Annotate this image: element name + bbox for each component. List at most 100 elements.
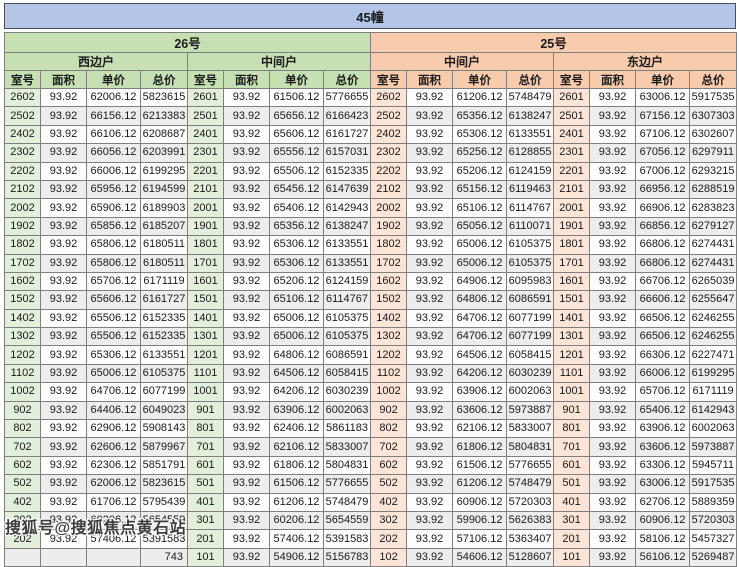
unit-price-cell: 61806.12 xyxy=(452,437,508,457)
area-cell: 93.92 xyxy=(40,124,87,145)
room-cell: 2602 xyxy=(4,87,41,108)
total-price-cell: 6157031 xyxy=(322,143,372,163)
table-row: 402 93.92 61706.12 5795439 401 93.92 61206.12 5… xyxy=(4,492,738,512)
total-price-cell: 6171119 xyxy=(689,382,738,402)
unit-price-cell: 65106.12 xyxy=(452,198,508,218)
area-cell: 93.92 xyxy=(40,143,87,163)
room-cell: 301 xyxy=(553,510,591,531)
column-header-area: 面积 xyxy=(40,70,87,89)
table-row: 2302 93.92 66056.12 6203991 2301 93.92 65556.1… xyxy=(4,143,738,163)
unit-price-cell: 67056.12 xyxy=(635,143,691,163)
unit-price-cell: 63906.12 xyxy=(452,382,508,402)
unit-price-cell: 66106.12 xyxy=(86,124,141,145)
room-cell: 1402 xyxy=(370,308,408,329)
area-cell: 93.92 xyxy=(406,87,454,108)
total-price-cell: 5654559 xyxy=(322,510,372,531)
table-row: 1102 93.92 65006.12 6105375 1101 93.92 64506.1… xyxy=(4,363,738,384)
area-cell: 93.92 xyxy=(223,143,270,163)
room-cell: 2201 xyxy=(187,161,224,181)
unit-price-cell: 54606.12 xyxy=(452,547,508,567)
total-price-cell: 6002063 xyxy=(506,382,555,402)
unit-price-cell: 66806.12 xyxy=(635,235,691,255)
area-cell: 93.92 xyxy=(223,327,270,347)
room-cell: 402 xyxy=(4,492,41,512)
room-cell: 701 xyxy=(553,437,591,457)
unit-price-cell: 65506.12 xyxy=(269,161,324,181)
area-cell: 93.92 xyxy=(406,235,454,255)
room-cell: 401 xyxy=(187,492,224,512)
area-cell: 93.92 xyxy=(223,345,270,365)
area-cell: 93.92 xyxy=(40,87,87,108)
total-price-cell: 6119463 xyxy=(506,179,555,200)
area-cell: 93.92 xyxy=(40,271,87,292)
unit-price-cell: 65056.12 xyxy=(452,216,508,237)
total-price-cell: 5973887 xyxy=(506,400,555,421)
unit-price-cell: 58106.12 xyxy=(635,529,691,549)
unit-price-cell: 67106.12 xyxy=(635,124,691,145)
total-price-cell: 6002063 xyxy=(689,419,738,439)
total-price-cell: 6302607 xyxy=(689,124,738,145)
area-cell: 93.92 xyxy=(406,290,454,310)
total-price-cell: 6208687 xyxy=(140,124,188,145)
room-cell: 101 xyxy=(553,547,591,567)
room-cell: 2602 xyxy=(370,87,408,108)
room-cell: 102 xyxy=(370,547,408,567)
unit-price-cell: 62706.12 xyxy=(635,492,691,512)
area-cell: 93.92 xyxy=(223,492,270,512)
area-cell: 93.92 xyxy=(589,271,637,292)
unit-price-cell: 61506.12 xyxy=(269,87,324,108)
area-cell: 93.92 xyxy=(589,143,637,163)
total-price-cell: 5720303 xyxy=(689,510,738,531)
total-price-cell: 6049023 xyxy=(140,400,188,421)
total-price-cell: 5626383 xyxy=(506,510,555,531)
room-cell: 1401 xyxy=(187,308,224,329)
total-price-cell: 5917535 xyxy=(689,87,738,108)
unit-price-cell: 65156.12 xyxy=(452,179,508,200)
room-cell: 2101 xyxy=(187,179,224,200)
room-cell: 501 xyxy=(553,474,591,494)
unit-price-cell: 62606.12 xyxy=(86,437,141,457)
area-cell: 93.92 xyxy=(40,455,87,476)
total-price-cell: 5128607 xyxy=(506,547,555,567)
unit-price-cell: 65606.12 xyxy=(269,124,324,145)
total-price-cell: 6166423 xyxy=(322,106,372,126)
column-header-total-price: 总价 xyxy=(322,70,372,89)
unit-price-cell: 66706.12 xyxy=(635,271,691,292)
room-cell: 601 xyxy=(553,455,591,476)
unit-price-cell: 67006.12 xyxy=(635,161,691,181)
area-cell: 93.92 xyxy=(589,363,637,384)
room-cell: 1002 xyxy=(370,382,408,402)
area-cell: 93.92 xyxy=(40,106,87,126)
area-cell: 93.92 xyxy=(406,419,454,439)
room-cell: 501 xyxy=(187,474,224,494)
unit-price-cell: 65506.12 xyxy=(86,327,141,347)
room-cell: 902 xyxy=(370,400,408,421)
area-cell: 93.92 xyxy=(589,327,637,347)
unit-header-middle-25: 中间户 xyxy=(370,52,555,71)
room-cell: 1502 xyxy=(370,290,408,310)
room-cell: 2301 xyxy=(187,143,224,163)
area-cell: 93.92 xyxy=(40,161,87,181)
unit-price-cell: 64706.12 xyxy=(86,382,141,402)
room-cell: 1201 xyxy=(187,345,224,365)
total-price-cell: 6133551 xyxy=(322,235,372,255)
unit-price-cell: 62406.12 xyxy=(269,419,324,439)
room-cell: 1901 xyxy=(553,216,591,237)
unit-price-cell: 66606.12 xyxy=(635,290,691,310)
total-price-cell: 6279127 xyxy=(689,216,738,237)
room-cell: 1102 xyxy=(4,363,41,384)
room-cell: 2201 xyxy=(553,161,591,181)
table-row: 1802 93.92 65806.12 6180511 1801 93.92 65306.1… xyxy=(4,235,738,255)
total-price-cell: 5861183 xyxy=(322,419,372,439)
room-cell: 901 xyxy=(553,400,591,421)
area-cell: 93.92 xyxy=(589,124,637,145)
column-header-area: 面积 xyxy=(406,70,454,89)
room-cell: 2102 xyxy=(4,179,41,200)
area-cell: 93.92 xyxy=(406,510,454,531)
unit-header-middle-26: 中间户 xyxy=(186,52,372,71)
unit-price-cell: 65106.12 xyxy=(269,290,324,310)
room-cell: 2302 xyxy=(370,143,408,163)
total-price-cell: 6147639 xyxy=(322,179,372,200)
total-price-cell: 6105375 xyxy=(322,308,372,329)
room-cell: 2601 xyxy=(187,87,224,108)
